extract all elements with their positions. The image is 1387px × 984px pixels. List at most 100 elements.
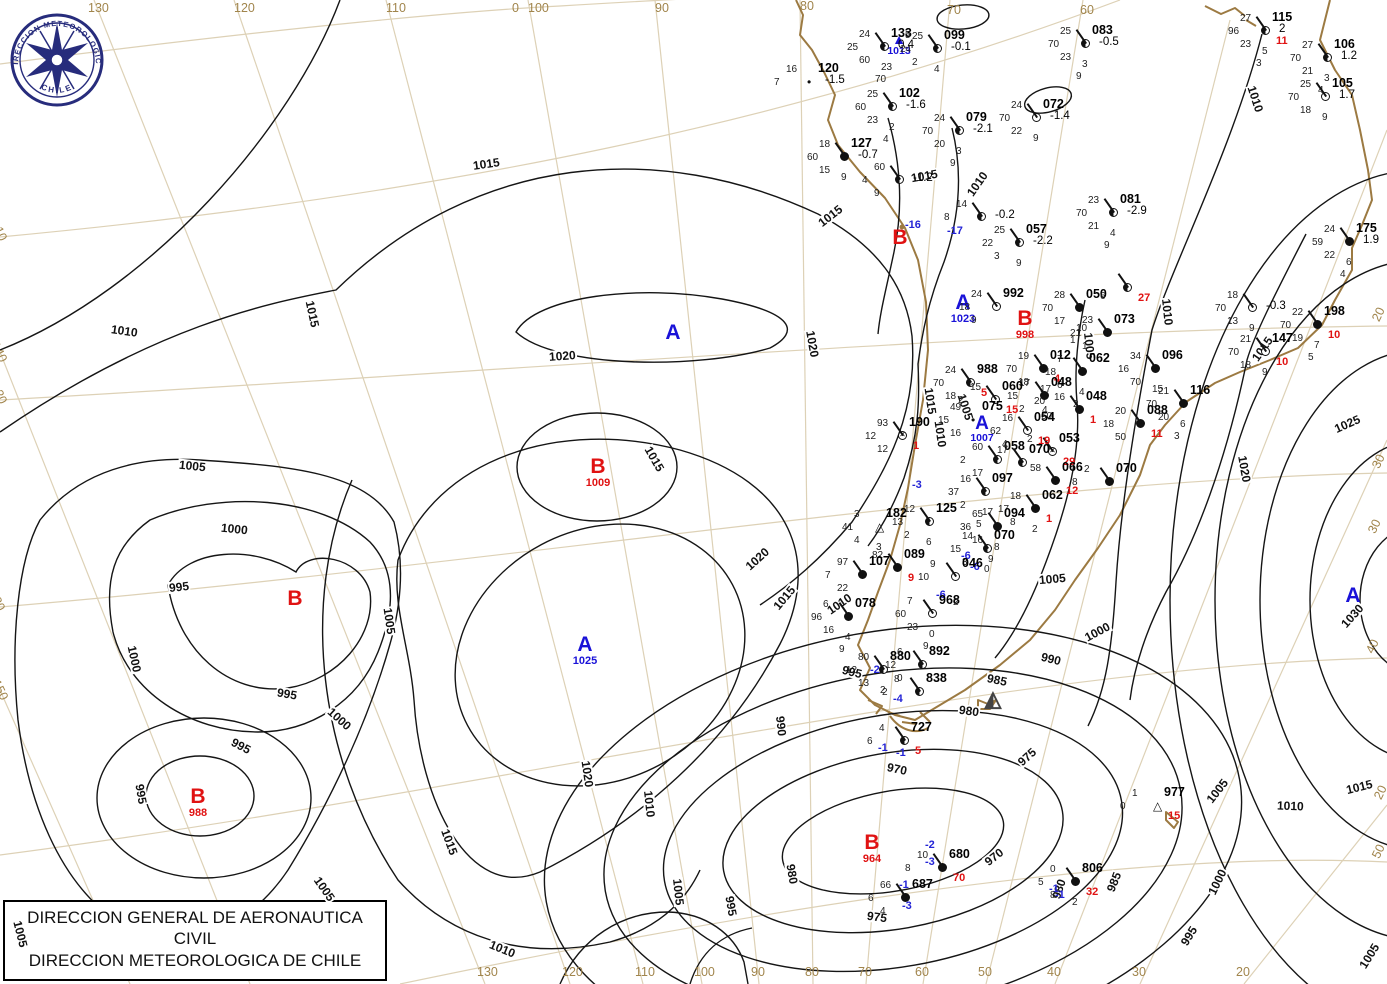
ship-triangle-icon: ▲: [892, 31, 906, 47]
station-aux-value: 17: [1019, 378, 1031, 389]
station-aux-value: 6: [1346, 257, 1352, 268]
grid-label: 110: [635, 965, 655, 979]
station-aux-value: 6: [868, 893, 874, 904]
station-aux-value: 18: [945, 391, 957, 402]
station-aux-value: 2: [904, 530, 910, 541]
station-aux-value: 25: [1060, 26, 1072, 37]
station-aux-value: 9: [988, 554, 994, 565]
station-red-value: 1: [1090, 414, 1097, 426]
station-code: 806: [1082, 861, 1103, 875]
aux-blue-value: -16: [905, 219, 921, 231]
station-code: 127: [851, 136, 872, 150]
station-aux-value: 23: [867, 115, 879, 126]
station-aux-value: 58: [1030, 463, 1042, 474]
grid-label: 60: [1080, 3, 1094, 17]
station-code: 048: [1051, 375, 1072, 389]
grid-label: 90: [751, 965, 765, 979]
pressure-center-low: B: [892, 227, 907, 248]
grid-label: 100: [528, 1, 549, 15]
station-aux-value: 4: [934, 64, 940, 75]
station-code: 133: [891, 26, 912, 40]
station-code: 073: [1114, 312, 1135, 326]
aux-blue-value: -6: [970, 561, 980, 573]
station-red-value: 29: [1063, 456, 1076, 468]
station-aux-value: 21: [1070, 328, 1082, 339]
station-aux-value: 1: [1082, 341, 1088, 352]
station-aux-value: 9: [1076, 71, 1082, 82]
station-aux-value: 0: [984, 564, 990, 575]
station-symbol-icon: △: [1153, 799, 1163, 813]
station-code: 120: [818, 61, 839, 75]
station-aux-value: 7: [907, 596, 913, 607]
station-aux-value: 24: [859, 29, 871, 40]
isobar-label: 995: [722, 894, 740, 918]
grid-label: 100: [694, 965, 715, 979]
station-aux-value: 19: [1292, 333, 1304, 344]
station-aux-value: 70: [1048, 39, 1060, 50]
pressure-center-value: 1023: [950, 313, 976, 325]
pressure-center-high: A: [665, 322, 680, 343]
station-aux-value: 70: [1288, 92, 1300, 103]
station-aux-value: 24: [900, 44, 912, 55]
station-aux-value: 70: [1290, 53, 1302, 64]
station-aux-value: 60: [859, 55, 871, 66]
isobar-label: 980: [957, 702, 981, 720]
station-code: 838: [926, 671, 947, 685]
station-aux-value: 82: [872, 550, 884, 561]
station-aux-value: 4: [1042, 405, 1048, 416]
aux-blue-value: -3: [902, 900, 912, 912]
isobar-label: 980: [783, 862, 801, 886]
station-aux-value: 2: [960, 455, 966, 466]
station-code: 070: [1029, 442, 1050, 456]
pressure-center-low: B 998: [1016, 308, 1034, 341]
grid-label: 130: [477, 965, 498, 979]
station-aux-value: 9: [839, 644, 845, 655]
station-aux-value: 9: [1322, 112, 1328, 123]
station-aux-value: 2: [1027, 434, 1033, 445]
station-code: 081: [1120, 192, 1141, 206]
station-red-value: 5: [915, 745, 922, 757]
station-code: 062: [1042, 488, 1063, 502]
station-aux-value: 3: [854, 509, 860, 520]
high-marker-letter: A: [975, 413, 989, 434]
pressure-center-high: A: [1345, 585, 1360, 606]
station-aux-value: 10: [1076, 323, 1088, 334]
station-aux-value: 15: [938, 415, 950, 426]
grid-label: 80: [800, 0, 814, 13]
station-code: 125: [936, 501, 957, 515]
station-aux-value: 25: [1300, 79, 1312, 90]
station-code: 054: [1034, 410, 1055, 424]
pressure-center-letter: A: [955, 291, 971, 314]
station-code: 060: [1002, 379, 1023, 393]
station-aux-value: 13: [892, 517, 904, 528]
station-aux-value: 16: [972, 535, 984, 546]
grid-label: 130: [88, 1, 109, 15]
station-aux-value: 60: [895, 609, 907, 620]
station-aux-value: 9: [950, 158, 956, 169]
station-aux-value: 23: [1240, 39, 1252, 50]
pressure-center-value: 964: [862, 853, 882, 865]
station-red-value: 9: [908, 572, 915, 584]
station-aux-value: 9: [1104, 240, 1110, 251]
pressure-center-low: B 988: [189, 786, 207, 819]
station-temp-value: 1.7: [1339, 89, 1355, 101]
station-symbol-icon: •: [971, 413, 976, 427]
station-code: 062: [1089, 351, 1110, 365]
station-aux-value: 28: [1054, 290, 1066, 301]
grid-label: 70: [947, 3, 961, 17]
station-code: 147: [1272, 331, 1293, 345]
station-aux-value: 24: [1324, 224, 1336, 235]
station-aux-value: 36: [960, 522, 972, 533]
pressure-center-letter: B: [864, 831, 880, 854]
station-aux-value: 22: [1011, 126, 1023, 137]
station-aux-value: 16: [950, 428, 962, 439]
station-aux-value: 15: [1007, 391, 1019, 402]
station-aux-value: 59: [1312, 237, 1324, 248]
grid-label: 50: [978, 965, 992, 979]
station-aux-value: 27: [1240, 13, 1252, 24]
isobar-label: 990: [773, 714, 790, 738]
ship-pressure-value: 1013: [887, 45, 911, 57]
station-aux-value: 6: [867, 736, 873, 747]
station-aux-value: 70: [999, 113, 1011, 124]
station-aux-value: 70: [875, 74, 887, 85]
